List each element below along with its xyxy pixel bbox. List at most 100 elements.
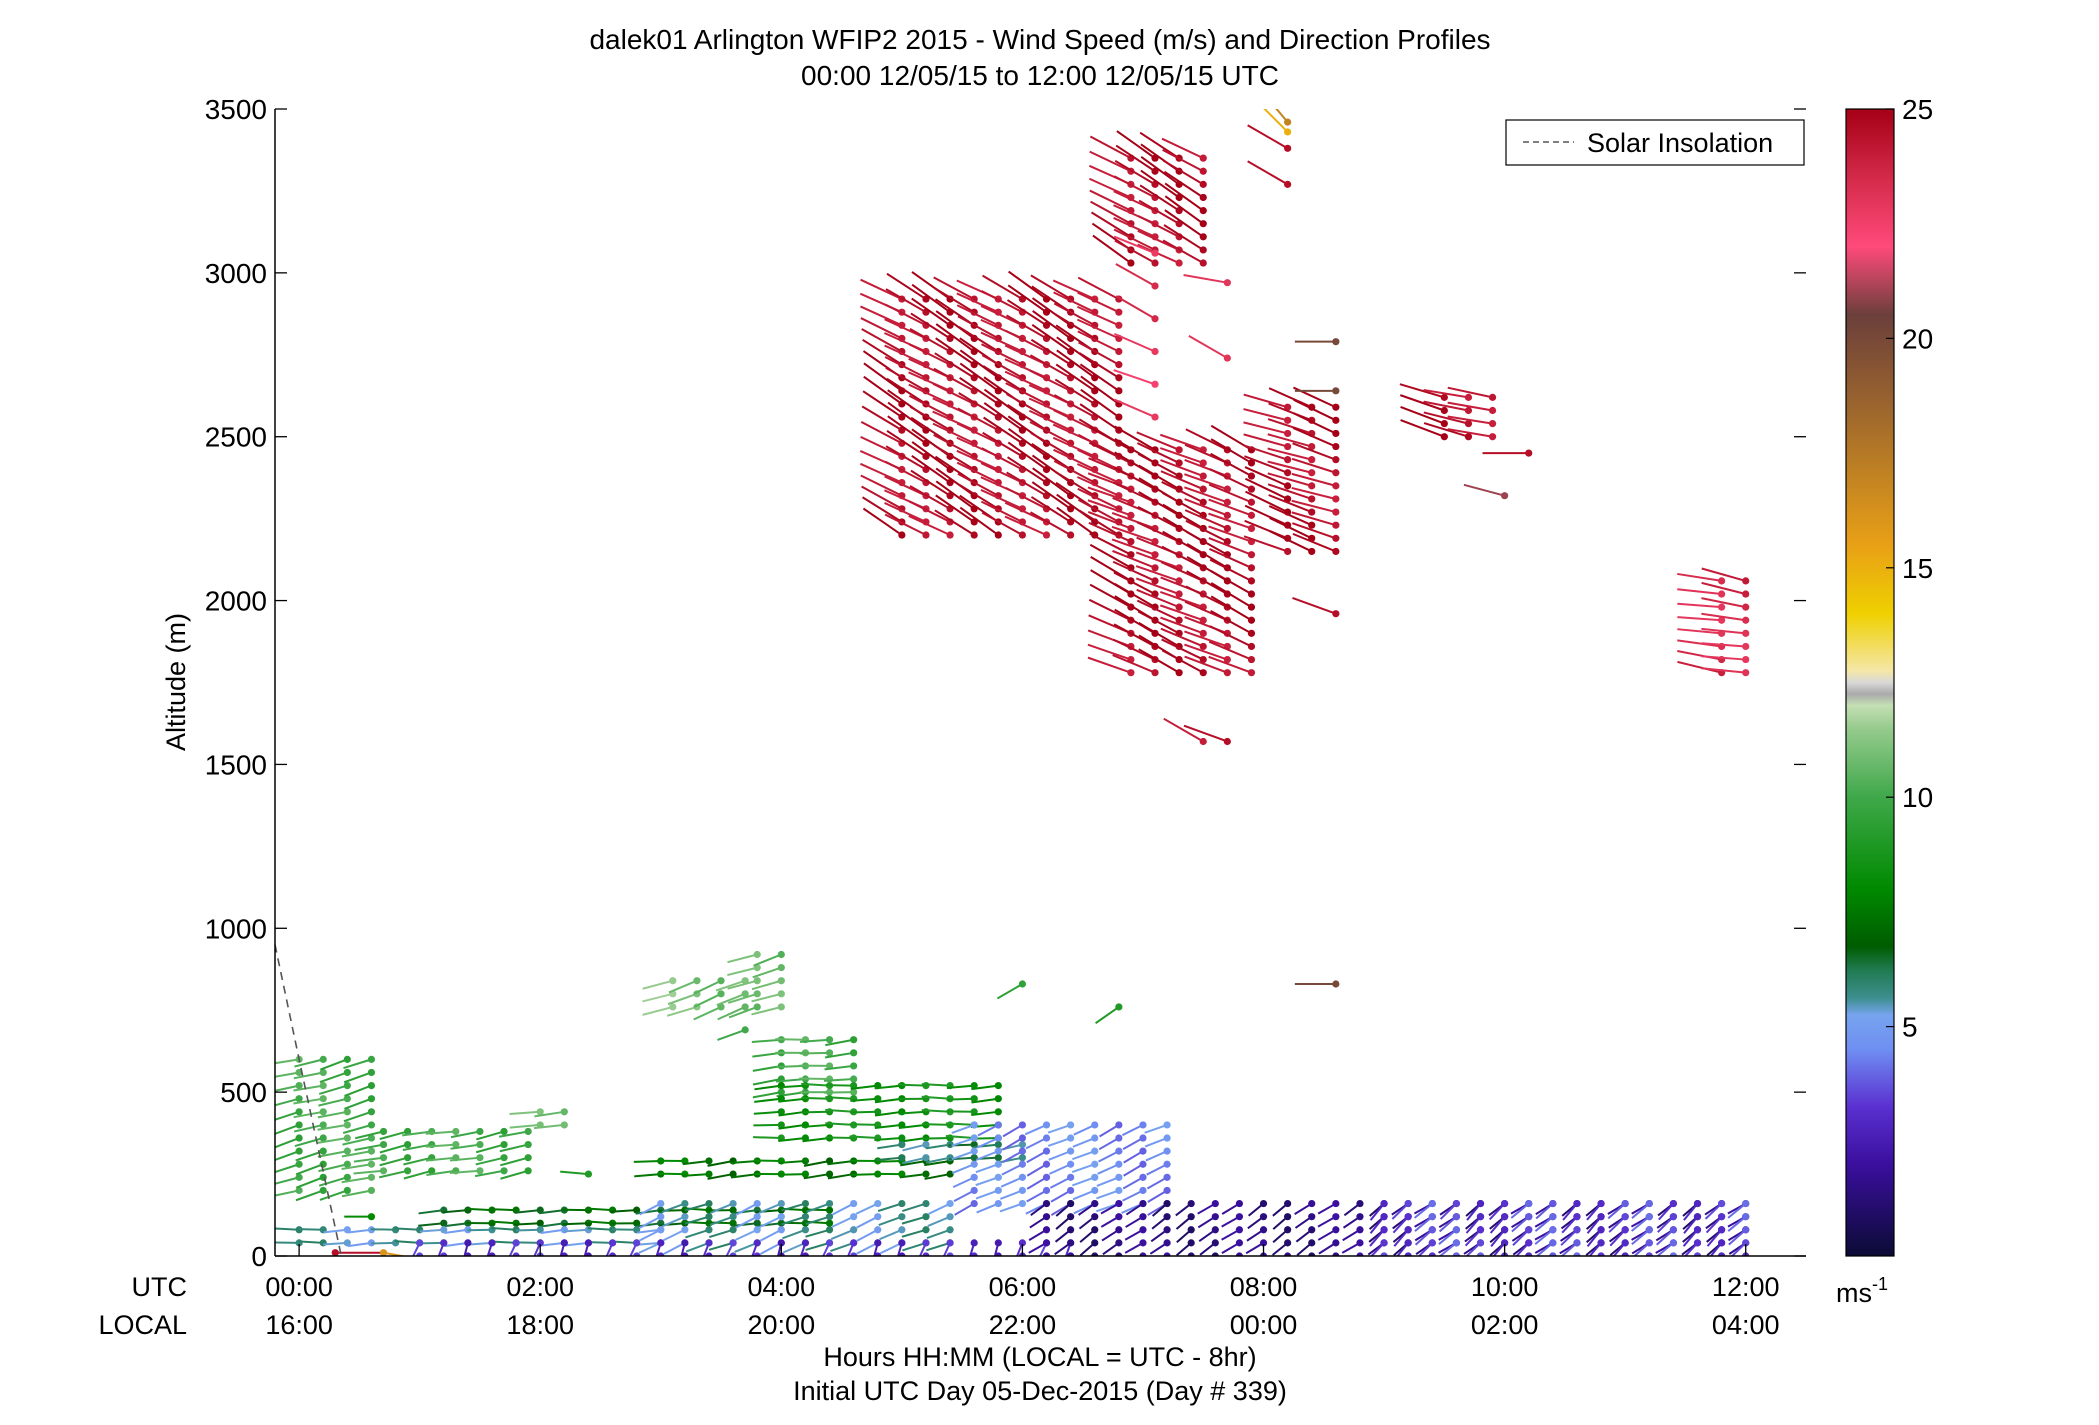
wind-barb-stem (980, 305, 1023, 327)
wind-barb-stem (1561, 1215, 1578, 1234)
wind-barb-stem (1701, 667, 1746, 674)
wind-barb-dot (524, 1140, 532, 1149)
wind-barb-stem (942, 1242, 951, 1256)
wind-barb-dot (1247, 485, 1256, 493)
wind-barb-dot (1452, 1252, 1461, 1256)
wind-barb-dot (1645, 1252, 1653, 1256)
wind-barb-stem (1399, 383, 1445, 399)
wind-barb-stem (1072, 1189, 1096, 1201)
wind-barb-stem (1744, 1255, 1746, 1256)
wind-barb-stem (1087, 656, 1132, 674)
wind-barb-stem (945, 1122, 975, 1126)
wind-barb-dot (1597, 1226, 1605, 1234)
wind-barb-dot (1693, 1226, 1702, 1234)
wind-barb-dot (1199, 233, 1207, 241)
wind-barb-dot (777, 964, 785, 972)
wind-barb-dot (681, 1239, 689, 1247)
wind-barb-stem (1123, 1163, 1144, 1177)
wind-barb-dot (825, 1213, 834, 1221)
wind-barb-stem (1099, 1124, 1120, 1138)
wind-barb-stem (1080, 388, 1120, 418)
wind-barb-stem (1053, 394, 1096, 418)
wind-barb-stem (1292, 596, 1337, 615)
wind-barb-stem (1136, 442, 1180, 464)
wind-barb-dot (1115, 374, 1123, 382)
wind-barb-stem (343, 1071, 372, 1084)
wind-barb-dot (1115, 1213, 1123, 1221)
wind-barb-stem (1701, 581, 1746, 595)
wind-barb-dot (391, 1226, 400, 1234)
wind-barb-stem (1186, 542, 1228, 569)
wind-barb-stem (489, 1208, 517, 1212)
wind-barb-dot (922, 1199, 930, 1208)
wind-barb-stem (778, 1097, 806, 1103)
wind-barb-stem (862, 338, 903, 366)
wind-barb-stem (927, 1215, 951, 1227)
wind-barb-dot (500, 1140, 508, 1149)
wind-barb-stem (444, 1241, 469, 1248)
x-axis-ticks: 00:00 16:00 02:00 18:00 04:00 20:00 06:00 22:00… (265, 1244, 1780, 1340)
wind-barb-dot (560, 1108, 568, 1116)
wind-barb-stem (1503, 1255, 1505, 1256)
wind-barb-stem (707, 1255, 709, 1256)
wind-barb-stem (1121, 1124, 1144, 1137)
wind-barb-stem (1161, 481, 1204, 504)
wind-barb-stem (925, 1156, 951, 1164)
wind-barb-stem (1008, 270, 1048, 300)
wind-barb-stem (1096, 1176, 1120, 1187)
wind-barb-stem (911, 454, 951, 484)
wind-barb-dot (777, 1088, 785, 1096)
wind-barb-stem (778, 1123, 806, 1130)
wind-barb-dot (1163, 1252, 1171, 1256)
wind-barb-stem (1658, 1202, 1675, 1221)
wind-barb-stem (1089, 426, 1132, 451)
wind-barb-stem (759, 1215, 782, 1228)
wind-barb-stem (731, 1222, 758, 1227)
wind-barb-stem (860, 317, 903, 340)
wind-barb-stem (1291, 522, 1337, 540)
y-tick-label: 2000 (205, 586, 267, 617)
wind-barb-stem (802, 1137, 830, 1143)
wind-barb-dot (850, 1213, 858, 1221)
wind-barb-dot (1163, 1199, 1171, 1208)
wind-barb-stem (1089, 189, 1132, 212)
wind-barb-stem (1551, 1255, 1553, 1256)
wind-barb-stem (298, 1228, 324, 1231)
wind-barb-stem (1599, 1255, 1602, 1256)
wind-barb-stem (318, 1084, 348, 1095)
wind-barb-dot (1018, 439, 1027, 447)
wind-barb-stem (886, 377, 927, 405)
wind-barb-stem (1656, 1242, 1675, 1256)
wind-barb-dot (1175, 603, 1183, 611)
wind-barb-stem (824, 1051, 854, 1059)
wind-barb-dot (343, 1068, 351, 1077)
wind-barb-stem (709, 1215, 734, 1226)
wind-barb-stem (342, 1123, 372, 1134)
wind-barb-dot (1163, 1147, 1171, 1155)
wind-barb-dot (536, 1108, 544, 1116)
wind-barb-stem (859, 462, 903, 484)
wind-barb-dot (319, 1147, 327, 1155)
wind-barb-stem (921, 1095, 951, 1100)
wind-barb-stem (425, 1130, 456, 1135)
wind-barb-dot (922, 1226, 930, 1234)
wind-barb-stem (450, 1130, 481, 1139)
wind-barb-dot (1284, 482, 1292, 490)
wind-barb-dot (1718, 1213, 1726, 1221)
y-tick-label: 3500 (205, 94, 267, 125)
wind-barb-stem (1137, 610, 1180, 635)
wind-barb-dot (440, 1239, 448, 1247)
wind-barb-dot (1067, 1121, 1075, 1129)
wind-barb-dot (753, 977, 761, 985)
wind-barb-stem (959, 349, 999, 379)
wind-barb-dot (1199, 167, 1207, 175)
wind-barb-dot (343, 1095, 351, 1103)
wind-barb-dot (753, 1213, 761, 1221)
wind-barb-stem (1677, 588, 1722, 596)
wind-barb-dot (524, 1154, 532, 1162)
wind-barb-stem (898, 1110, 927, 1115)
wind-barb-dot (705, 1213, 713, 1221)
wind-barb-dot (343, 1239, 351, 1247)
wind-barb-stem (1423, 411, 1469, 425)
wind-barb-stem (1511, 1215, 1530, 1233)
